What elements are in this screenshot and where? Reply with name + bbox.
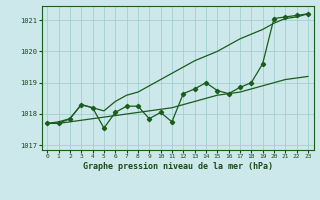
X-axis label: Graphe pression niveau de la mer (hPa): Graphe pression niveau de la mer (hPa) — [83, 162, 273, 171]
